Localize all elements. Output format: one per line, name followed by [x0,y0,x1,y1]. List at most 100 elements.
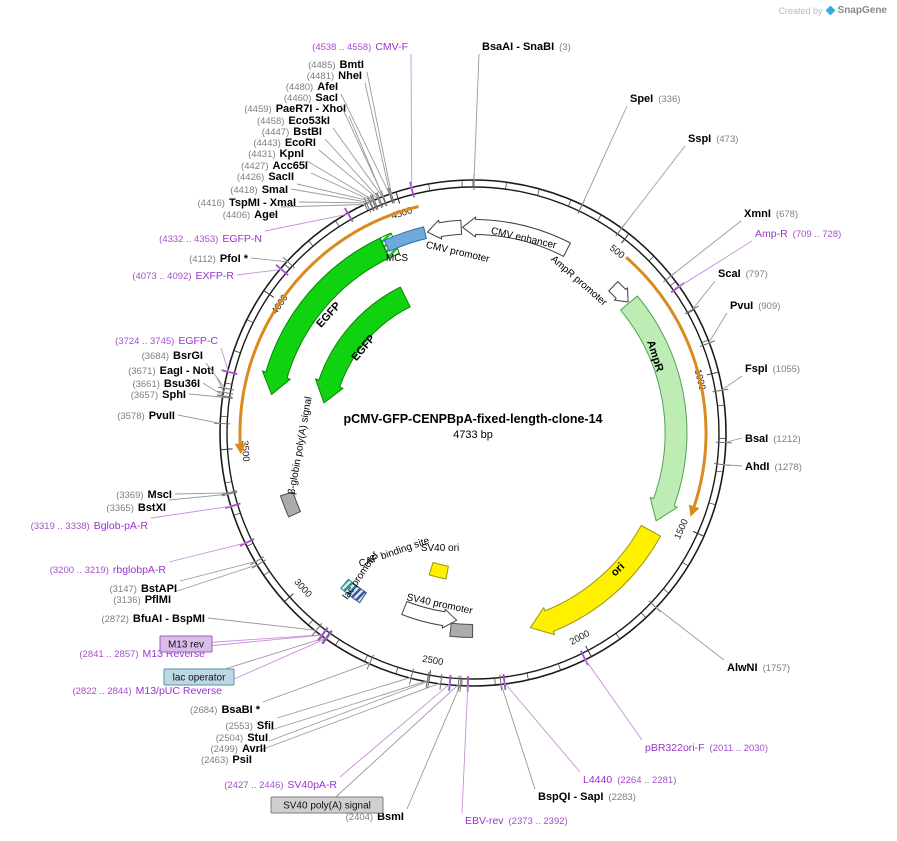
site-label-egfp-c[interactable]: (3724 .. 3745) EGFP-C [115,335,218,347]
site-label-fspi[interactable]: FspI (1055) [745,363,800,375]
feature-sv40-poly-a-signal[interactable] [449,622,474,638]
feature-tag-m13-rev[interactable] [159,635,213,653]
bp-tick [428,183,431,191]
site-label-bspqi-sapi[interactable]: BspQI - SapI (2283) [538,791,636,803]
feature-label-cmv-promoter[interactable]: CMV promoter [425,240,491,265]
site-label-pfoi[interactable]: (4112) PfoI * [189,253,249,265]
site-label-nhei[interactable]: (4481) NheI [307,70,362,82]
site-label-afei[interactable]: (4480) AfeI [286,81,338,93]
plasmid-backbone-inner [226,186,720,680]
feature-ampr[interactable] [620,295,688,522]
site-label-ecori[interactable]: (4443) EcoRI [253,137,316,149]
orf-arrow[interactable] [625,256,708,507]
site-label-sfii[interactable]: (2553) SfiI [225,720,274,732]
site-label-eagi-noti[interactable]: (3671) EagI - NotI [128,365,214,377]
feature-label-mcs[interactable]: MCS [386,253,409,264]
leader-line [207,617,317,631]
site-label-egfp-n[interactable]: (4332 .. 4353) EGFP-N [159,233,262,245]
leader-line [708,312,728,344]
site-label-bstxi[interactable]: (3365) BstXI [106,502,166,514]
site-label-m13-puc-reverse[interactable]: (2822 .. 2844) M13/pUC Reverse [72,685,222,697]
feature-label-ampr-promoter[interactable]: AmpR promoter [548,254,609,309]
site-label-bsmi[interactable]: (2404) BsmI [346,811,404,823]
site-label-scai[interactable]: ScaI (797) [718,268,768,280]
site-label-paer7i-xhoi[interactable]: (4459) PaeR7I - XhoI [244,103,346,115]
site-label-bsrgi[interactable]: (3684) BsrGI [142,350,203,362]
bp-tick [395,191,401,204]
site-label-sspi[interactable]: SspI (473) [688,133,738,145]
tick-label-1500: 1500 [672,517,691,541]
feature-cap-binding-site[interactable] [340,578,357,595]
leader-line [276,676,412,719]
site-label-ahdi[interactable]: AhdI (1278) [745,461,802,473]
site-label-bglob-pa-r[interactable]: (3319 .. 3338) Bglob-pA-R [31,520,149,532]
site-label-bstapi[interactable]: (3147) BstAPI [109,583,177,595]
site-tick [366,654,375,670]
leader-line [406,684,461,810]
site-label-sv40pa-r[interactable]: (2427 .. 2446) SV40pA-R [224,779,337,791]
orf-arrow[interactable] [238,205,419,444]
feature-sv40-promoter[interactable] [401,601,458,629]
feature-lac-promoter[interactable] [348,585,367,604]
site-label-bsai[interactable]: BsaI (1212) [745,433,801,445]
site-label-bmti[interactable]: (4485) BmtI [308,59,364,71]
site-label-bsabi[interactable]: (2684) BsaBI * [190,704,261,716]
feature-cmv-enhancer[interactable] [462,216,571,257]
feature-ampr-promoter[interactable] [608,281,629,303]
site-label-psii[interactable]: (2463) PsiI [201,754,252,766]
site-label-rbglobpa-r[interactable]: (3200 .. 3219) rbglobpA-R [50,564,167,576]
site-label-bsu36i[interactable]: (3661) Bsu36I [132,378,200,390]
site-label-pvui[interactable]: PvuI (909) [730,300,780,312]
orf-arrowhead [234,443,246,455]
site-label-stui[interactable]: (2504) StuI [216,732,268,744]
site-tick [282,256,295,269]
site-label-alwni[interactable]: AlwNI (1757) [727,662,790,674]
feature-label-globin-poly-a-signal[interactable]: β-globin poly(A) signal [287,396,315,496]
site-label-pvuii[interactable]: (3578) PvuII [117,410,175,422]
bp-tick [233,512,241,516]
site-label-acc65i[interactable]: (4427) Acc65I [241,160,308,172]
site-label-bsaai-snabi[interactable]: BsaAI - SnaBI (3) [482,41,571,53]
site-tick [371,194,379,210]
site-label-spei[interactable]: SpeI (336) [630,93,680,105]
site-label-bfuai-bspmi[interactable]: (2872) BfuAI - BspMI [101,613,205,625]
site-label-pbr322ori-f[interactable]: pBR322ori-F (2011 .. 2030) [645,742,768,754]
site-label-pflmi[interactable]: (3136) PflMI [113,594,171,606]
site-label-agei[interactable]: (4406) AgeI [223,209,278,221]
site-label-saci[interactable]: (4460) SacI [284,92,338,104]
site-label-msci[interactable]: (3369) MscI [116,489,172,501]
site-label-bstbi[interactable]: (4447) BstBI [262,126,322,138]
feature-globin-poly-a-signal[interactable] [280,491,301,518]
bp-tick [621,233,630,244]
site-label-smai[interactable]: (4418) SmaI [230,184,288,196]
bp-tick [263,571,270,576]
feature-egfp[interactable] [261,237,390,395]
bp-tick [224,481,232,484]
site-label-kpni[interactable]: (4431) KpnI [248,148,304,160]
site-label-l4440[interactable]: L4440 (2264 .. 2281) [583,774,676,786]
site-tick [221,490,238,496]
feature-egfp[interactable] [315,286,411,404]
feature-cmv-promoter[interactable] [426,219,463,240]
feature-tag-sv40-poly-a-signal[interactable] [270,796,384,814]
site-label-sphi[interactable]: (3657) SphI [131,389,186,401]
feature-ori[interactable] [529,525,661,636]
site-label-tspmi-xmai[interactable]: (4416) TspMI - XmaI [198,197,297,209]
site-label-ebv-rev[interactable]: EBV-rev (2373 .. 2392) [465,815,568,827]
site-label-eco53ki[interactable]: (4458) Eco53kI [257,115,330,127]
site-label-exfp-r[interactable]: (4073 .. 4092) EXFP-R [132,270,234,282]
site-label-sacii[interactable]: (4426) SacII [237,171,294,183]
feature-sv40-ori[interactable] [428,562,449,580]
site-label-cmv-f[interactable]: (4538 .. 4558) CMV-F [312,41,408,53]
leader-line [296,183,374,203]
feature-mcs[interactable] [383,226,427,252]
site-label-amp-r[interactable]: Amp-R (709 .. 728) [755,228,841,240]
feature-label-sv40-ori[interactable]: SV40 ori [421,543,459,554]
feature-tag-lac-operator[interactable] [163,668,235,686]
leader-line [216,377,225,393]
site-label-avrii[interactable]: (2499) AvrII [210,743,266,755]
site-label-xmni[interactable]: XmnI (678) [744,208,798,220]
bp-tick [615,633,621,640]
credit-brand: SnapGene [837,5,887,16]
